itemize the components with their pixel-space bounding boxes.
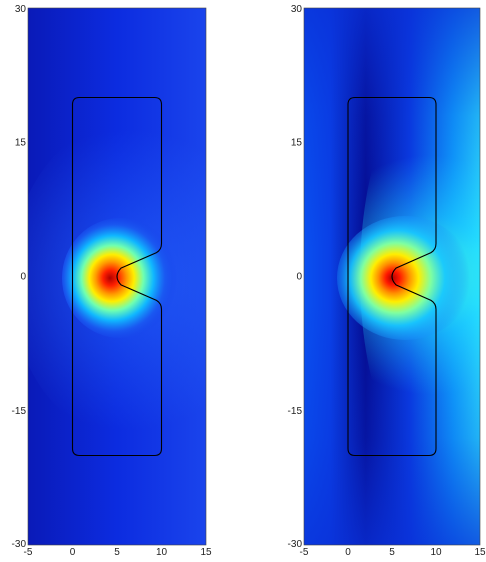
left-x-tick-label: 0 [70, 547, 76, 558]
right-geometry-outline [347, 96, 437, 457]
left-x-tick-label: -5 [24, 547, 33, 558]
left-y-tick-label: 30 [15, 4, 27, 15]
left-y-tick-label: 0 [20, 272, 26, 283]
left-y-tick-label: -30 [12, 539, 27, 550]
right-x-tick-label: 5 [389, 547, 395, 558]
left-axis-ticks: 30 15 0 -15 -30-5 0 5 10 15 [12, 4, 212, 558]
left-heatmap-hotspot [62, 218, 178, 338]
left-geometry-outline [71, 96, 163, 457]
right-y-tick-label: 0 [296, 272, 302, 283]
right-y-tick-label: -15 [288, 406, 303, 417]
right-x-tick-label: -5 [300, 547, 309, 558]
right-x-tick-label: 10 [430, 547, 442, 558]
left-x-tick-label: 15 [200, 547, 212, 558]
left-y-tick-label: -15 [12, 406, 27, 417]
right-x-tick-label: 15 [474, 547, 486, 558]
right-y-tick-label: 30 [291, 4, 303, 15]
right-axis-ticks: 30 15 0 -15 -30-5 0 5 10 15 [288, 4, 486, 558]
left-x-tick-label: 10 [156, 547, 168, 558]
right-heatmap-hotspot [337, 216, 473, 340]
left-y-tick-label: 15 [15, 137, 27, 148]
right-y-tick-label: 15 [291, 137, 303, 148]
right-x-tick-label: 0 [345, 547, 351, 558]
right-plot-frame [303, 7, 481, 546]
left-panel [28, 8, 206, 545]
left-x-tick-label: 5 [114, 547, 120, 558]
right-y-tick-label: -30 [288, 539, 303, 550]
left-plot-frame [27, 7, 207, 546]
right-panel [304, 8, 480, 545]
